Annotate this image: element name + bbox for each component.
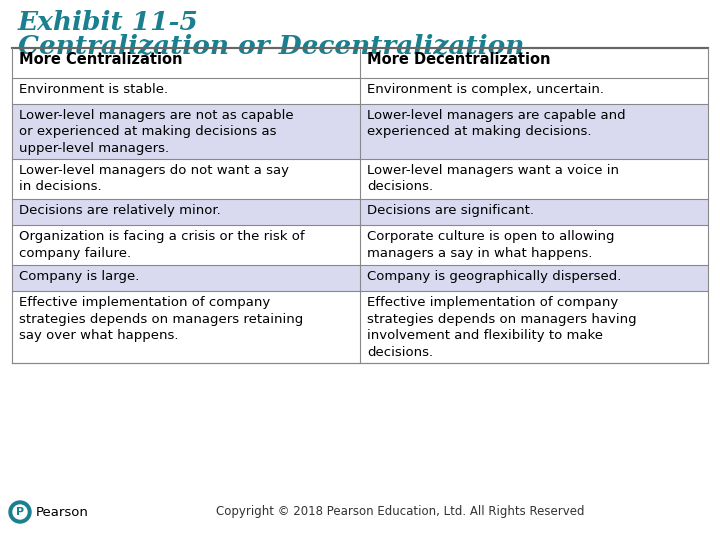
Text: Company is large.: Company is large. xyxy=(19,270,140,283)
Text: Organization is facing a crisis or the risk of
company failure.: Organization is facing a crisis or the r… xyxy=(19,230,305,260)
Bar xyxy=(12,159,708,199)
Text: Company is geographically dispersed.: Company is geographically dispersed. xyxy=(367,270,621,283)
Circle shape xyxy=(9,501,31,523)
Text: P: P xyxy=(16,507,24,517)
Text: Environment is stable.: Environment is stable. xyxy=(19,83,168,96)
Text: Copyright © 2018 Pearson Education, Ltd. All Rights Reserved: Copyright © 2018 Pearson Education, Ltd.… xyxy=(216,505,584,518)
Text: Lower-level managers are not as capable
or experienced at making decisions as
up: Lower-level managers are not as capable … xyxy=(19,109,294,155)
Bar xyxy=(12,265,708,291)
Circle shape xyxy=(13,505,27,519)
Text: Centralization or Decentralization: Centralization or Decentralization xyxy=(18,34,524,59)
Bar xyxy=(12,199,708,225)
Text: Effective implementation of company
strategies depends on managers having
involv: Effective implementation of company stra… xyxy=(367,296,636,359)
Text: More Decentralization: More Decentralization xyxy=(367,52,551,67)
Text: Lower-level managers are capable and
experienced at making decisions.: Lower-level managers are capable and exp… xyxy=(367,109,626,138)
Text: Decisions are significant.: Decisions are significant. xyxy=(367,204,534,217)
Text: Pearson: Pearson xyxy=(36,505,89,518)
Bar xyxy=(12,48,708,78)
Bar xyxy=(12,104,708,159)
Text: Effective implementation of company
strategies depends on managers retaining
say: Effective implementation of company stra… xyxy=(19,296,303,342)
Bar xyxy=(12,78,708,104)
Text: Lower-level managers do not want a say
in decisions.: Lower-level managers do not want a say i… xyxy=(19,164,289,193)
Bar xyxy=(12,291,708,363)
Text: Exhibit 11-5: Exhibit 11-5 xyxy=(18,10,199,35)
Bar xyxy=(12,225,708,265)
Text: Corporate culture is open to allowing
managers a say in what happens.: Corporate culture is open to allowing ma… xyxy=(367,230,614,260)
Text: Environment is complex, uncertain.: Environment is complex, uncertain. xyxy=(367,83,604,96)
Text: Decisions are relatively minor.: Decisions are relatively minor. xyxy=(19,204,221,217)
Text: Lower-level managers want a voice in
decisions.: Lower-level managers want a voice in dec… xyxy=(367,164,619,193)
Text: More Centralization: More Centralization xyxy=(19,52,182,67)
